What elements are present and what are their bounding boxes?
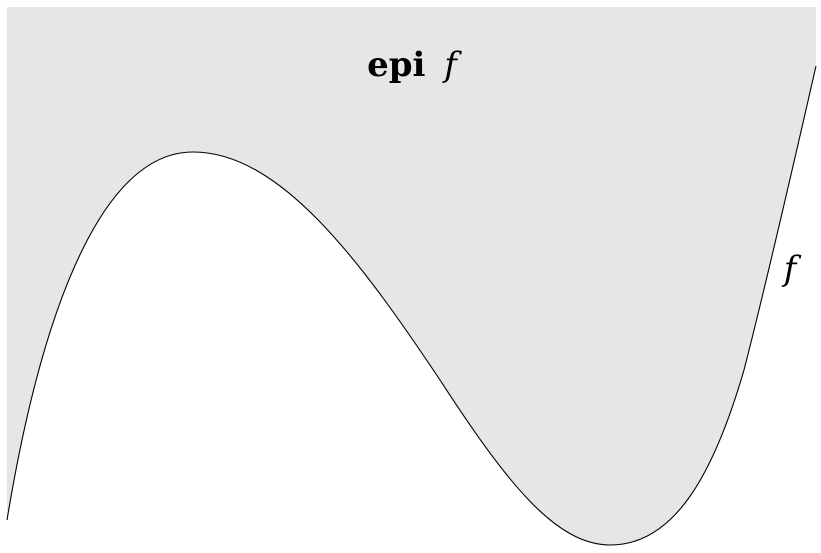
epigraph-label-bold: epi (367, 45, 425, 85)
function-label: f (781, 249, 802, 289)
epigraph-label: epi f (367, 45, 462, 85)
function-curve (6, 65, 817, 546)
epigraph-region (7, 7, 816, 545)
